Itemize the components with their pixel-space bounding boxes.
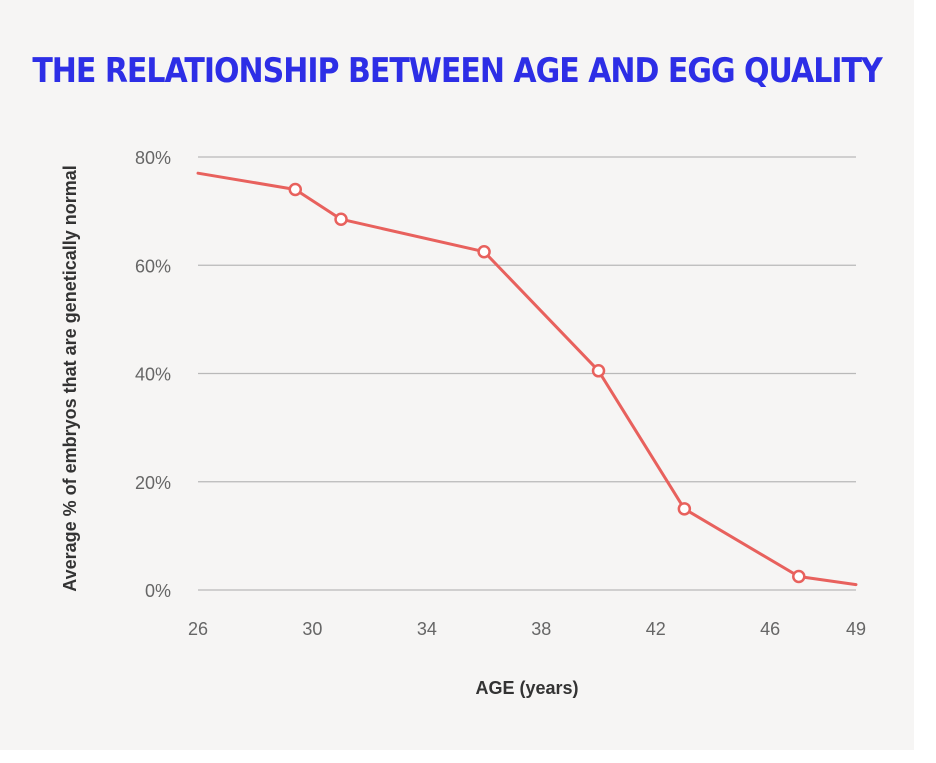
y-axis-title: Average % of embryos that are geneticall… bbox=[60, 165, 80, 591]
data-point bbox=[288, 182, 303, 197]
y-tick-label: 0% bbox=[145, 581, 171, 601]
x-tick-label: 26 bbox=[188, 619, 208, 639]
y-axis-ticks: 0% 20% 40% 60% 80% bbox=[135, 148, 171, 601]
chart-card: THE RELATIONSHIP BETWEEN AGE AND EGG QUA… bbox=[0, 0, 914, 750]
x-axis-title: AGE (years) bbox=[475, 678, 578, 698]
chart-title: THE RELATIONSHIP BETWEEN AGE AND EGG QUA… bbox=[32, 52, 882, 92]
grid-lines bbox=[198, 156, 856, 591]
x-tick-label: 49 bbox=[846, 619, 866, 639]
x-axis-ticks: 26 30 34 38 42 46 49 bbox=[188, 619, 866, 639]
y-tick-label: 80% bbox=[135, 148, 171, 168]
x-tick-label: 30 bbox=[302, 619, 322, 639]
x-tick-label: 34 bbox=[417, 619, 437, 639]
y-tick-label: 60% bbox=[135, 256, 171, 276]
line-chart: 0% 20% 40% 60% 80% 26 30 34 38 42 46 49 Average % … bbox=[60, 148, 866, 698]
y-tick-label: 40% bbox=[135, 365, 171, 385]
data-point bbox=[334, 212, 348, 226]
data-point bbox=[792, 569, 806, 584]
x-tick-label: 38 bbox=[531, 619, 551, 639]
data-series bbox=[196, 171, 858, 587]
data-point bbox=[677, 502, 692, 516]
series-line bbox=[196, 171, 858, 587]
data-point bbox=[591, 364, 606, 378]
data-point bbox=[477, 244, 491, 259]
x-tick-label: 42 bbox=[646, 619, 666, 639]
y-tick-label: 20% bbox=[135, 473, 171, 493]
x-tick-label: 46 bbox=[760, 619, 780, 639]
